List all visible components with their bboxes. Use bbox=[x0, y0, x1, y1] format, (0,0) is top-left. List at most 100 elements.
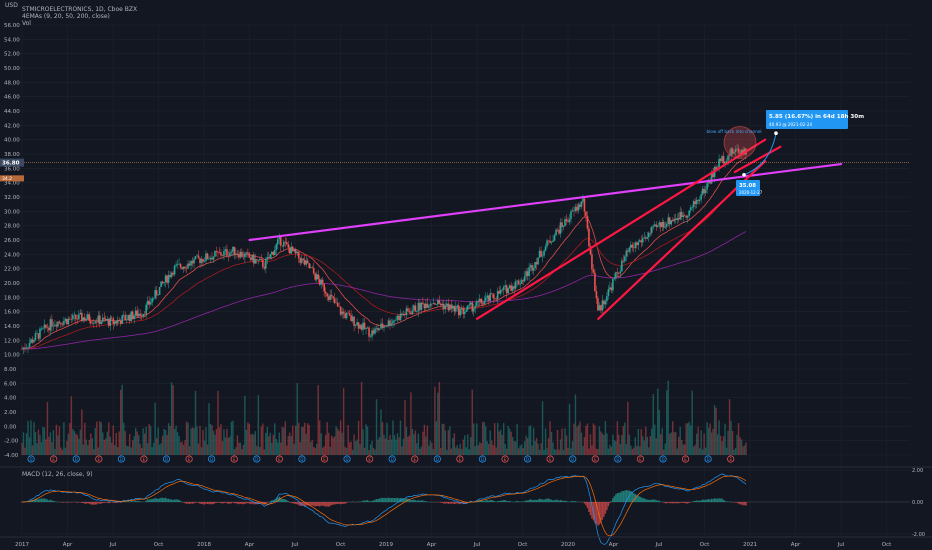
volume-bar bbox=[58, 426, 61, 455]
macd-histogram-bar bbox=[298, 502, 300, 506]
candle-body bbox=[223, 251, 225, 256]
candle-body bbox=[34, 333, 37, 340]
event-marker bbox=[433, 455, 441, 463]
volume-indicator-label[interactable]: Vol bbox=[22, 20, 31, 27]
projection-arc bbox=[743, 133, 777, 176]
candle-body bbox=[200, 259, 203, 264]
candle-body bbox=[610, 287, 613, 291]
macd-histogram-bar bbox=[666, 502, 668, 504]
macd-histogram-bar bbox=[462, 502, 464, 504]
candle-body bbox=[212, 256, 215, 260]
candle-body bbox=[296, 251, 299, 254]
volume-bar bbox=[214, 434, 216, 455]
volume-bar bbox=[232, 420, 234, 455]
candle-body bbox=[100, 321, 103, 324]
candle-body bbox=[226, 249, 228, 256]
candle-body bbox=[245, 252, 248, 254]
candle-body bbox=[664, 226, 667, 228]
candle-body bbox=[344, 313, 346, 319]
candle-body bbox=[128, 314, 131, 321]
macd-histogram-bar bbox=[289, 502, 291, 503]
macd-histogram-bar bbox=[485, 500, 487, 502]
volume-bar bbox=[154, 402, 156, 455]
candle-body bbox=[293, 249, 296, 252]
candle-body bbox=[603, 300, 605, 305]
macd-histogram-bar bbox=[326, 502, 328, 507]
volume-bar bbox=[559, 439, 562, 455]
candle-body bbox=[673, 218, 676, 222]
candle-body bbox=[354, 325, 357, 326]
volume-bar bbox=[740, 439, 743, 455]
macd-indicator-label[interactable]: MACD (12, 26, close, 9) bbox=[22, 471, 93, 478]
macd-histogram-bar bbox=[114, 502, 116, 503]
macd-histogram-bar bbox=[108, 502, 110, 504]
macd-histogram-bar bbox=[359, 501, 361, 502]
macd-histogram-bar bbox=[286, 500, 288, 502]
macd-histogram-bar bbox=[117, 502, 119, 503]
volume-bar bbox=[317, 385, 319, 455]
candle-body bbox=[106, 319, 109, 321]
candle-body bbox=[562, 226, 565, 228]
candle-body bbox=[290, 246, 293, 254]
candle-body bbox=[715, 166, 717, 170]
volume-bar bbox=[75, 433, 77, 455]
y-tick-label: 50.00 bbox=[4, 66, 20, 72]
macd-histogram-bar bbox=[604, 502, 607, 514]
macd-histogram-bar bbox=[450, 502, 453, 504]
macd-histogram-bar bbox=[176, 499, 179, 502]
candle-body bbox=[353, 316, 355, 326]
macd-histogram-bar bbox=[112, 502, 114, 503]
event-marker-letter: E bbox=[504, 457, 507, 462]
volume-bar bbox=[452, 438, 454, 455]
volume-bar bbox=[646, 436, 648, 455]
macd-histogram-bar bbox=[206, 502, 209, 504]
candle-body bbox=[426, 303, 429, 308]
macd-histogram-bar bbox=[375, 499, 378, 502]
candle-body bbox=[598, 305, 601, 311]
ema-indicator-label[interactable]: 4EMAs (9, 20, 50, 200, close) bbox=[22, 13, 110, 20]
candle-body bbox=[97, 315, 100, 323]
volume-bar bbox=[368, 449, 370, 455]
candle-body bbox=[259, 259, 261, 261]
volume-bar bbox=[570, 448, 572, 455]
candle-body bbox=[559, 222, 562, 234]
volume-bar bbox=[139, 443, 141, 455]
event-marker bbox=[275, 455, 283, 463]
candle-body bbox=[396, 315, 399, 320]
candle-body bbox=[81, 312, 83, 321]
volume-bar bbox=[76, 434, 79, 455]
volume-bar bbox=[268, 436, 270, 455]
macd-histogram-bar bbox=[612, 498, 614, 502]
volume-bar bbox=[111, 442, 113, 455]
macd-histogram-bar bbox=[544, 499, 547, 502]
candle-body bbox=[419, 302, 421, 310]
candle-body bbox=[247, 252, 249, 254]
candle-body bbox=[646, 237, 649, 239]
volume-bar bbox=[544, 428, 547, 455]
candle-body bbox=[510, 285, 512, 291]
macd-histogram-bar bbox=[419, 500, 421, 502]
volume-bar bbox=[109, 436, 111, 455]
candle-body bbox=[658, 222, 661, 226]
volume-bar bbox=[275, 438, 278, 455]
trendlines[interactable] bbox=[248, 138, 843, 320]
macd-histogram-bar bbox=[96, 502, 98, 505]
volume-bar bbox=[194, 390, 197, 455]
volume-bar bbox=[327, 432, 330, 455]
symbol-title[interactable]: STMICROELECTRONICS, 1D, Cboe BZX bbox=[22, 6, 138, 13]
macd-histogram-bar bbox=[209, 502, 212, 505]
macd-histogram-bar bbox=[76, 502, 79, 503]
volume-bar bbox=[79, 429, 82, 455]
candle-body bbox=[262, 259, 264, 267]
volume-bar bbox=[131, 440, 134, 455]
macd-histogram-bar bbox=[34, 499, 37, 502]
event-marker-letter: D bbox=[481, 457, 484, 462]
volume-bar bbox=[257, 395, 260, 455]
volume-bar bbox=[621, 435, 623, 455]
ema-200-line bbox=[22, 231, 747, 350]
volume-bar bbox=[413, 434, 415, 455]
volume-bar bbox=[657, 388, 659, 455]
candle-body bbox=[505, 285, 508, 294]
macd-histogram-bar bbox=[547, 498, 550, 502]
